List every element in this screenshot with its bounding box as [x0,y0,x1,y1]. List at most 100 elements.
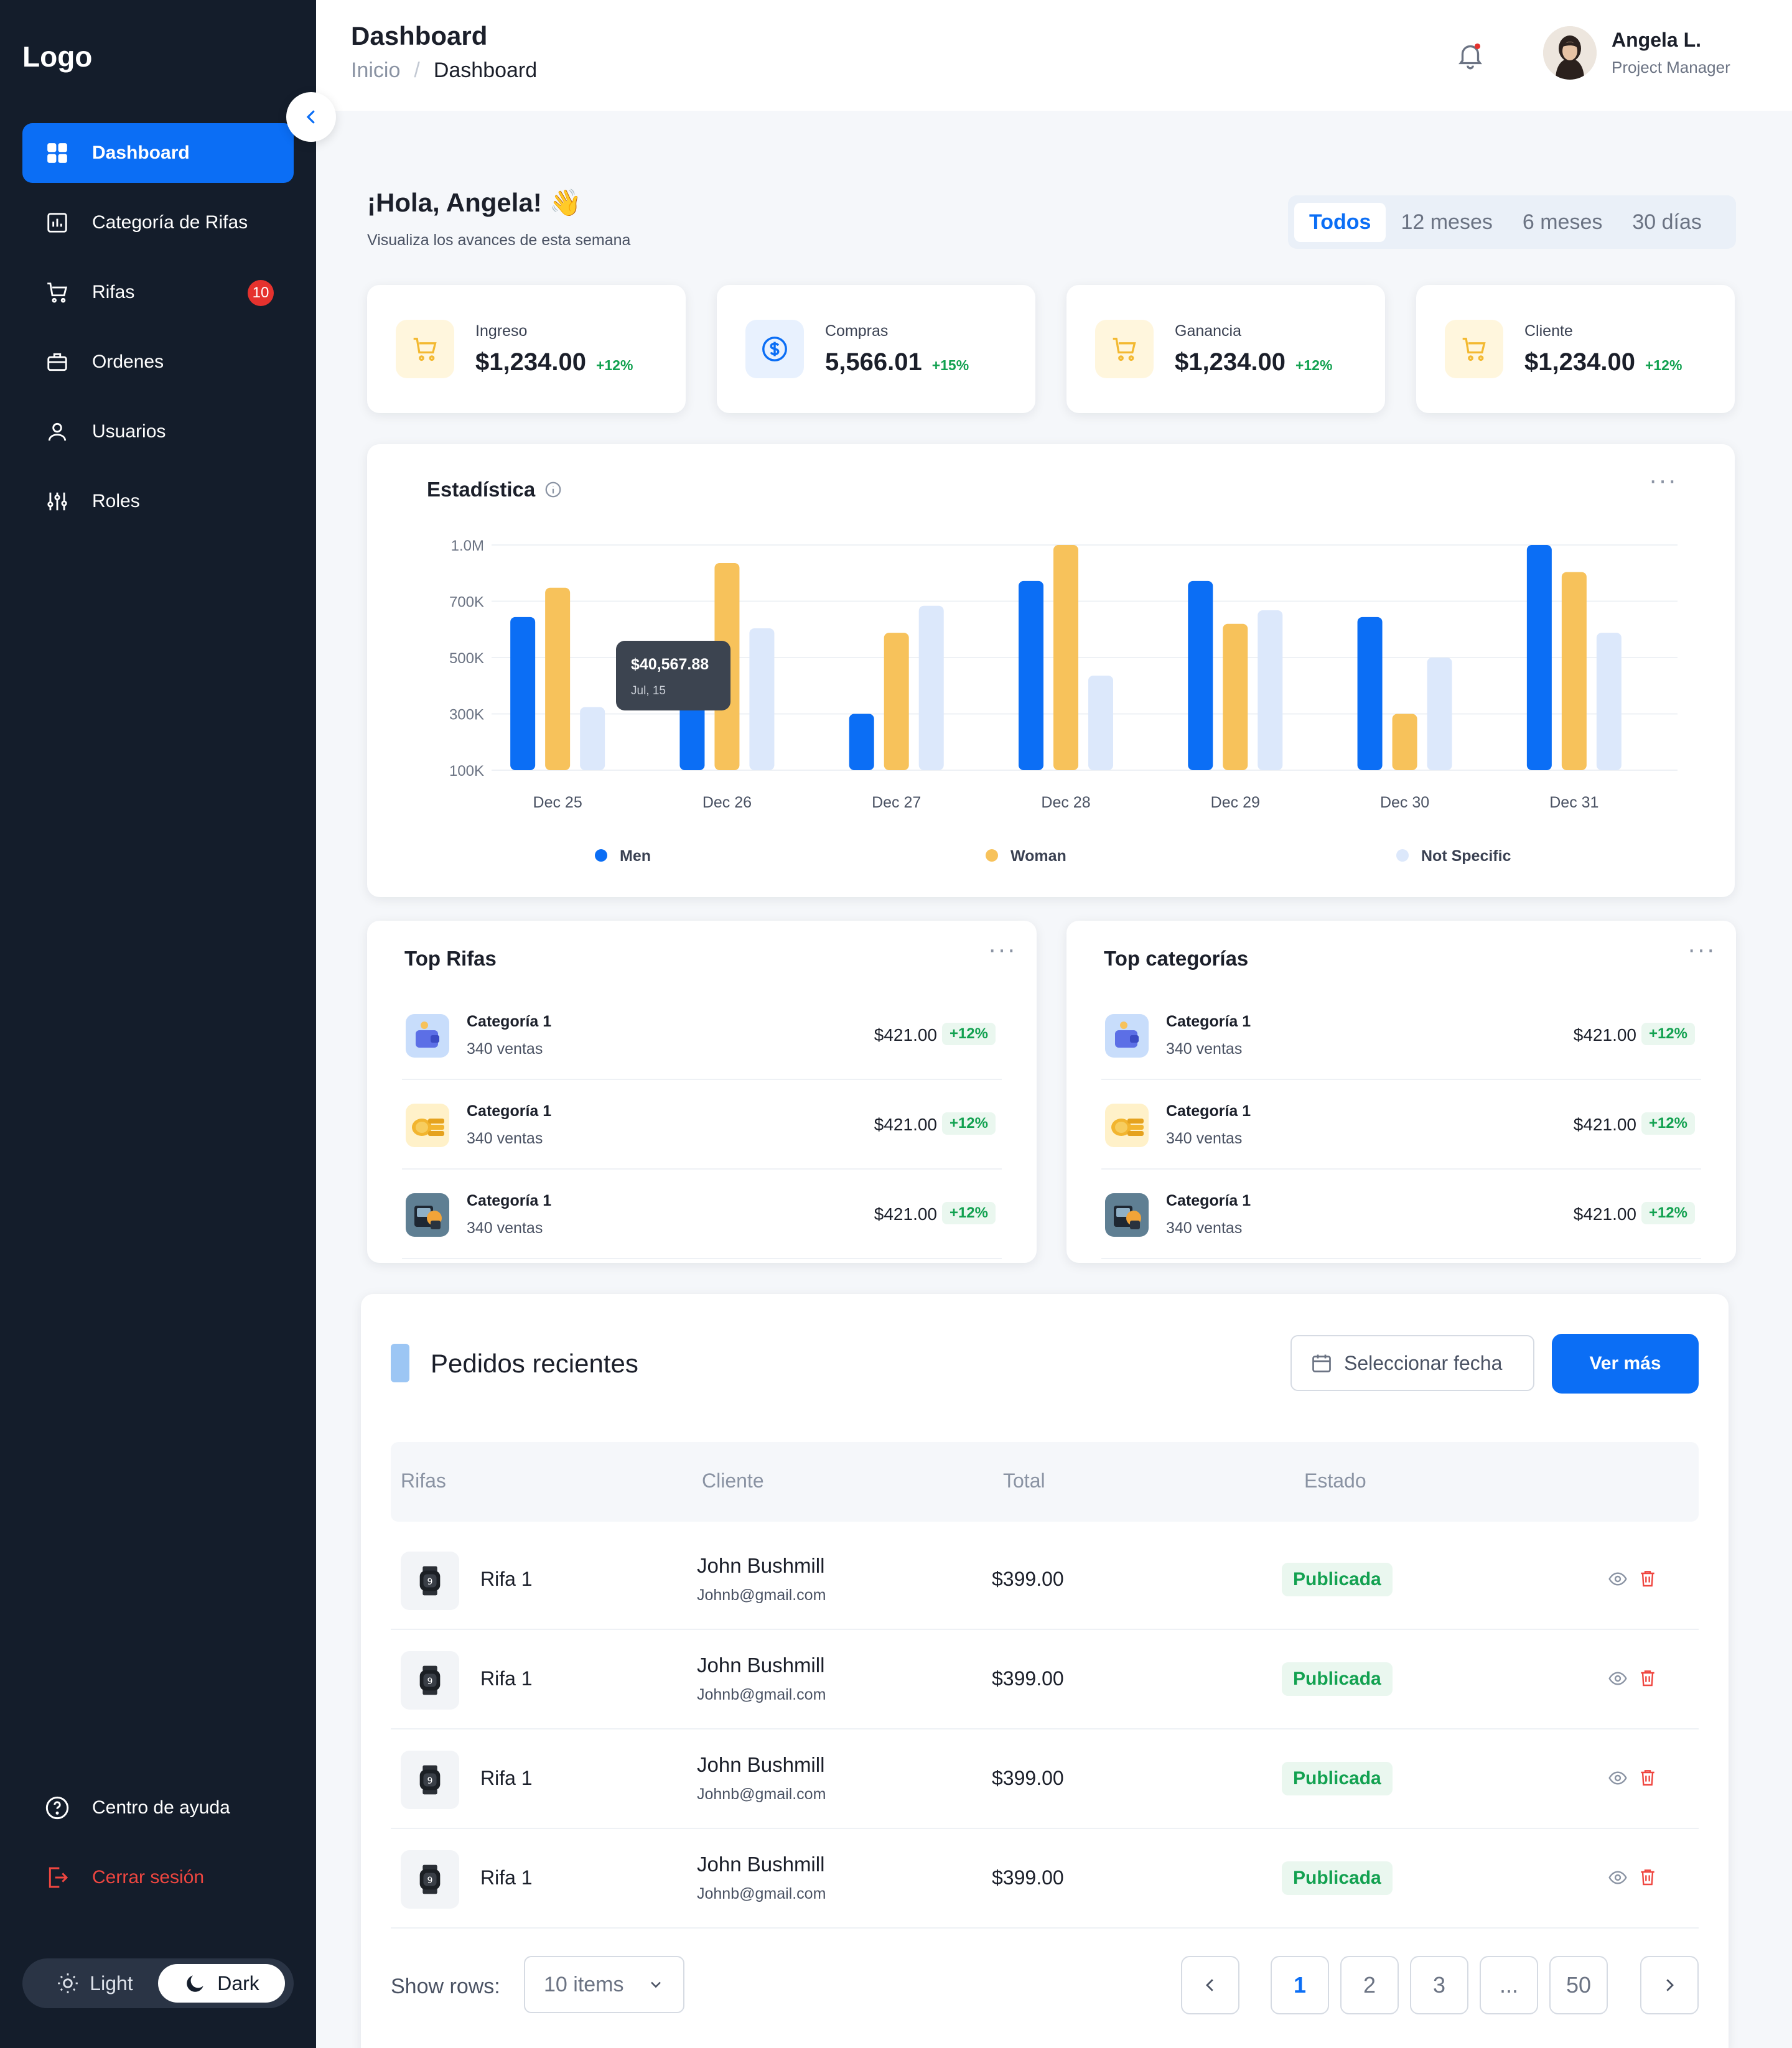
section-marker [391,1344,409,1382]
rows-per-page-select[interactable]: 10 items [524,1956,684,2013]
show-rows-label: Show rows: [391,1975,500,1998]
pagination-page-2[interactable]: 2 [1340,1956,1399,2014]
list-item[interactable]: Categoría 1 340 ventas $421.00 +12% [402,1170,1002,1259]
list-item[interactable]: Categoría 1 340 ventas $421.00 +12% [402,1080,1002,1170]
list-item-amount: $421.00 [1573,1204,1636,1224]
theme-dark-option[interactable]: Dark [158,1964,285,2003]
bar-woman [545,587,571,770]
order-client-email: Johnb@gmail.com [697,1785,826,1803]
table-row[interactable]: 9 Rifa 1 John Bushmill Johnb@gmail.com $399.… [391,1630,1699,1729]
bar-not-specific [918,605,944,770]
sidebar-bottom: Centro de ayuda Cerrar sesión [22,1778,294,1917]
user-role: Project Manager [1612,58,1730,77]
table-row[interactable]: 9 Rifa 1 John Bushmill Johnb@gmail.com $399.… [391,1530,1699,1630]
help-center-link[interactable]: Centro de ayuda [22,1778,294,1838]
column-header-total[interactable]: Total [1003,1469,1045,1492]
column-header-cliente[interactable]: Cliente [702,1469,764,1492]
bar-men [849,714,874,770]
legend-entry: Not Specific [1421,847,1511,865]
pagination-page-50[interactable]: 50 [1549,1956,1608,2014]
stat-amount: $1,234.00 [1175,348,1286,376]
y-tick-label: 300K [449,707,484,724]
bar-not-specific [1258,610,1283,770]
trash-icon[interactable] [1638,1767,1658,1791]
info-icon[interactable] [544,480,562,499]
view-icon[interactable] [1608,1569,1628,1592]
bar-woman [884,633,909,770]
list-item-delta: +12% [1641,1202,1695,1224]
list-item[interactable]: Categoría 1 340 ventas $421.00 +12% [1101,990,1701,1080]
avatar [1543,26,1597,80]
table-row[interactable]: 9 Rifa 1 John Bushmill Johnb@gmail.com $399.… [391,1829,1699,1929]
help-center-label: Centro de ayuda [92,1797,230,1818]
theme-toggle: Light Dark [22,1958,294,2008]
status-badge: Publicada [1282,1662,1393,1696]
bar-not-specific [1427,658,1452,770]
sidebar: Logo Dashboard Categoría de Rifas Rifas … [0,0,316,2048]
dollar-circle-icon [745,320,804,378]
top-categorias-more-button[interactable]: ··· [1687,936,1716,963]
view-icon[interactable] [1608,1868,1628,1891]
order-rifa: Rifa 1 [480,1568,533,1590]
trash-icon[interactable] [1638,1866,1658,1891]
column-header-rifas[interactable]: Rifas [401,1469,446,1492]
view-icon[interactable] [1608,1768,1628,1791]
briefcase-icon [45,350,70,375]
date-picker-button[interactable]: Seleccionar fecha [1290,1335,1534,1391]
grid-icon [45,141,70,165]
sun-icon [58,1973,78,1993]
user-menu[interactable]: Angela L. Project Manager [1543,26,1730,80]
trash-icon[interactable] [1638,1667,1658,1692]
list-item[interactable]: Categoría 1 340 ventas $421.00 +12% [1101,1170,1701,1259]
table-row[interactable]: 9 Rifa 1 John Bushmill Johnb@gmail.com $399.… [391,1729,1699,1829]
theme-light-option[interactable]: Light [31,1964,158,2003]
stat-label: Cliente [1524,322,1573,340]
column-header-estado[interactable]: Estado [1304,1469,1366,1492]
period-todos[interactable]: Todos [1294,202,1386,242]
list-item[interactable]: Categoría 1 340 ventas $421.00 +12% [1101,1080,1701,1170]
period-6-meses[interactable]: 6 meses [1522,210,1603,234]
sidebar-item-label: Dashboard [92,142,190,163]
breadcrumb-home[interactable]: Inicio [351,58,401,82]
trash-icon[interactable] [1638,1568,1658,1592]
bar-woman [1223,623,1248,770]
orders-table-header: Rifas Cliente Total Estado [391,1442,1699,1522]
sidebar-item-dashboard[interactable]: Dashboard [22,123,294,183]
x-tick-label: Dec 31 [1549,794,1598,811]
view-icon[interactable] [1608,1669,1628,1692]
sidebar-item-ordenes[interactable]: Ordenes [22,332,294,392]
user-icon [45,419,70,444]
pagination-page-1[interactable]: 1 [1271,1956,1329,2014]
theme-dark-label: Dark [217,1971,259,1994]
legend-marker [1396,849,1409,862]
notifications-button[interactable] [1455,40,1486,71]
page-title: Dashboard [351,21,488,50]
list-item-sales: 340 ventas [467,1219,543,1237]
sidebar-item-label: Usuarios [92,421,166,442]
logout-button[interactable]: Cerrar sesión [22,1848,294,1907]
pagination-prev-button[interactable] [1181,1956,1239,2014]
collapse-sidebar-button[interactable] [286,92,336,142]
sidebar-item-usuarios[interactable]: Usuarios [22,402,294,462]
period-12-meses[interactable]: 12 meses [1401,210,1493,234]
sidebar-item-rifas[interactable]: Rifas 10 [22,263,294,322]
product-thumbnail: 9 [401,1552,459,1610]
x-tick-label: Dec 26 [702,794,752,811]
ver-mas-button[interactable]: Ver más [1552,1334,1699,1394]
sidebar-item-label: Rifas [92,282,135,302]
list-item-sales: 340 ventas [1166,1219,1243,1237]
cart-icon [1095,320,1154,378]
sidebar-item-categorias[interactable]: Categoría de Rifas [22,193,294,253]
pagination-page-3[interactable]: 3 [1410,1956,1468,2014]
statistics-more-button[interactable]: ··· [1649,467,1678,494]
list-item[interactable]: Categoría 1 340 ventas $421.00 +12% [402,990,1002,1080]
list-item-sales: 340 ventas [1166,1130,1243,1147]
list-item-sales: 340 ventas [1166,1040,1243,1058]
list-item-delta: +12% [1641,1112,1695,1135]
bell-icon [1458,43,1482,70]
pagination-next-button[interactable] [1640,1956,1699,2014]
top-rifas-more-button[interactable]: ··· [988,936,1017,963]
sidebar-item-roles[interactable]: Roles [22,472,294,531]
cart-icon [1445,320,1503,378]
period-30-dias[interactable]: 30 días [1632,210,1702,234]
